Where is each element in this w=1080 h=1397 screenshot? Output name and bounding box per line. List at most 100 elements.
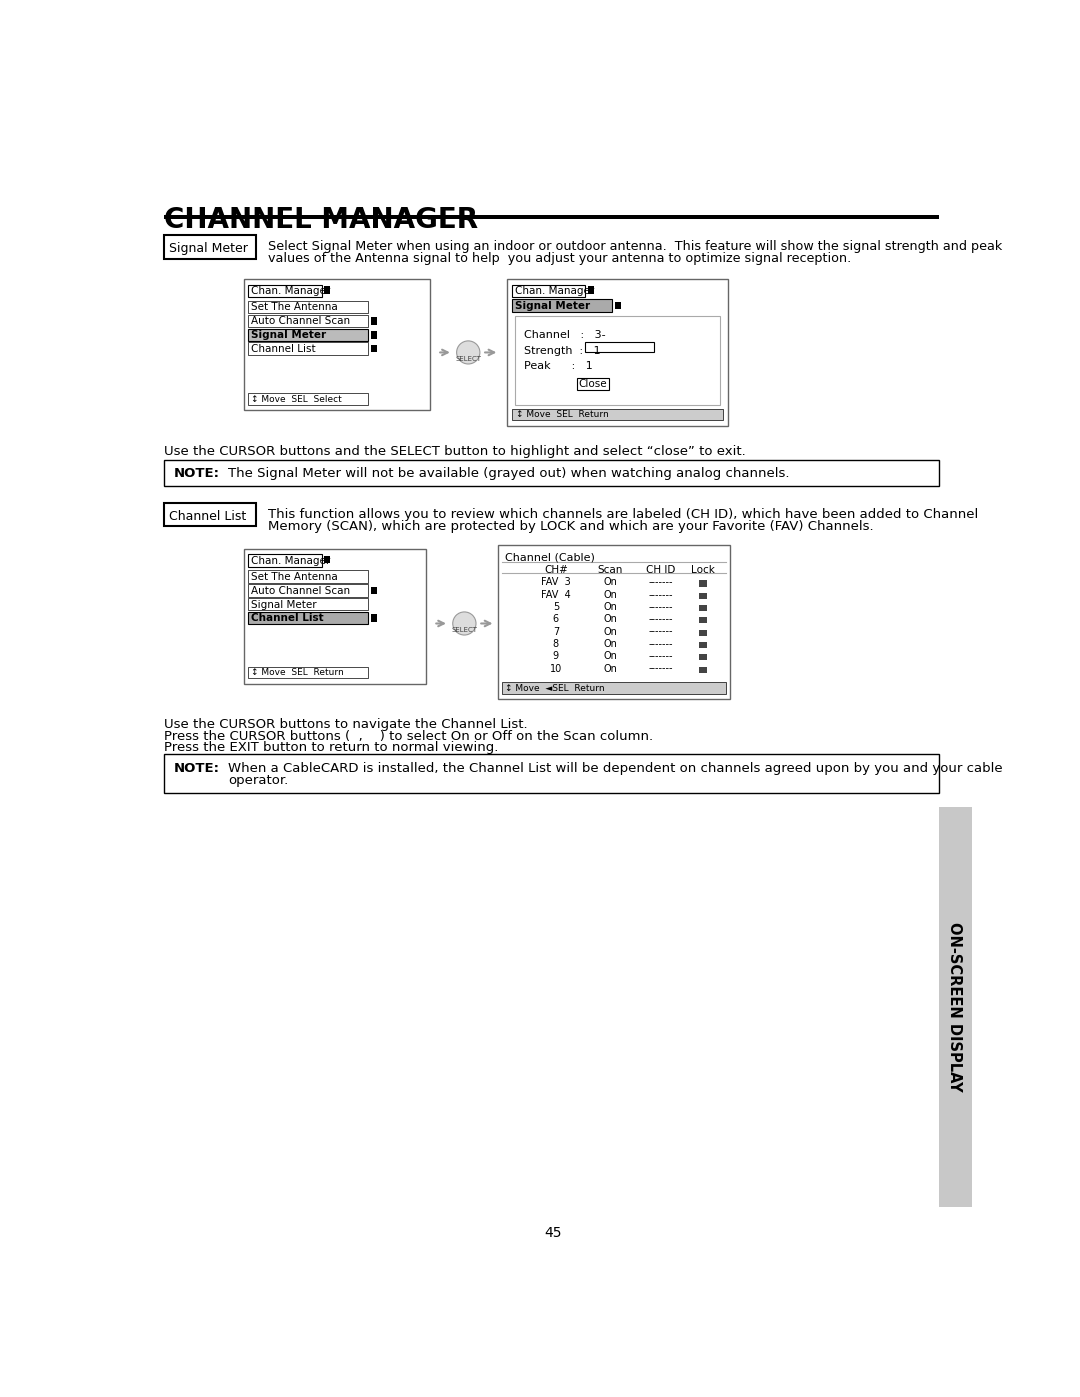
Bar <box>699 580 707 587</box>
Text: 8: 8 <box>553 638 558 648</box>
Bar <box>699 654 707 661</box>
Bar <box>699 643 707 648</box>
Text: CH#: CH# <box>544 564 568 576</box>
Bar <box>248 570 368 583</box>
Bar <box>248 285 322 298</box>
Text: Strength  :   1: Strength : 1 <box>524 345 600 355</box>
Bar <box>164 503 256 527</box>
Text: -------: ------- <box>648 651 673 661</box>
Text: The Signal Meter will not be available (grayed out) when watching analog channel: The Signal Meter will not be available (… <box>228 467 789 481</box>
Bar <box>507 279 728 426</box>
Text: -------: ------- <box>648 577 673 587</box>
Text: Signal Meter: Signal Meter <box>252 330 326 339</box>
Bar <box>370 587 377 594</box>
Text: 6: 6 <box>553 615 558 624</box>
Text: On: On <box>603 590 617 599</box>
Text: CH ID: CH ID <box>646 564 675 576</box>
Text: Close: Close <box>579 380 607 390</box>
Text: Channel   :   3-: Channel : 3- <box>524 330 606 339</box>
Text: NOTE:: NOTE: <box>174 467 219 481</box>
Text: CHANNEL MANAGER: CHANNEL MANAGER <box>164 207 478 235</box>
Text: FAV  4: FAV 4 <box>541 590 570 599</box>
Bar <box>164 460 940 486</box>
Bar <box>588 286 594 293</box>
Text: Channel List: Channel List <box>252 613 324 623</box>
Bar <box>577 377 609 390</box>
Text: values of the Antenna signal to help  you adjust your antenna to optimize signal: values of the Antenna signal to help you… <box>268 253 851 265</box>
Text: Peak      :   1: Peak : 1 <box>524 360 593 372</box>
Text: Channel (Cable): Channel (Cable) <box>505 553 595 563</box>
Text: Auto Channel Scan: Auto Channel Scan <box>252 316 350 327</box>
Bar <box>248 328 368 341</box>
Text: -------: ------- <box>648 627 673 637</box>
Text: -------: ------- <box>648 615 673 624</box>
Bar <box>515 316 720 405</box>
Text: Set The Antenna: Set The Antenna <box>252 571 338 583</box>
Bar <box>248 584 368 597</box>
Text: SELECT: SELECT <box>451 627 477 633</box>
Bar <box>501 682 727 693</box>
Bar <box>584 342 654 352</box>
Text: Use the CURSOR buttons and the SELECT button to highlight and select “close” to : Use the CURSOR buttons and the SELECT bu… <box>164 444 746 458</box>
Text: On: On <box>603 627 617 637</box>
Bar <box>164 236 256 258</box>
Text: Memory (SCAN), which are protected by LOCK and which are your Favorite (FAV) Cha: Memory (SCAN), which are protected by LO… <box>268 520 874 534</box>
Bar <box>248 300 368 313</box>
Bar <box>370 615 377 622</box>
Text: Channel List: Channel List <box>170 510 246 524</box>
Text: SELECT: SELECT <box>456 356 482 362</box>
Text: Lock: Lock <box>691 564 715 576</box>
Text: 45: 45 <box>544 1227 563 1241</box>
Text: On: On <box>603 602 617 612</box>
Bar <box>370 331 377 338</box>
Bar <box>512 409 724 420</box>
Bar <box>699 592 707 599</box>
Bar <box>699 666 707 673</box>
Text: ON-SCREEN DISPLAY: ON-SCREEN DISPLAY <box>947 922 962 1091</box>
Circle shape <box>453 612 476 636</box>
Bar <box>164 215 940 219</box>
Text: -------: ------- <box>648 664 673 673</box>
Text: Signal Meter: Signal Meter <box>515 300 590 312</box>
Text: Use the CURSOR buttons to navigate the Channel List.: Use the CURSOR buttons to navigate the C… <box>164 718 528 731</box>
Bar <box>324 556 330 563</box>
Text: Scan: Scan <box>597 564 623 576</box>
Text: Chan. Manager: Chan. Manager <box>252 556 330 566</box>
Text: This function allows you to review which channels are labeled (CH ID), which hav: This function allows you to review which… <box>268 509 978 521</box>
Text: ↕ Move  SEL  Select: ↕ Move SEL Select <box>252 395 342 404</box>
Text: On: On <box>603 615 617 624</box>
Text: 9: 9 <box>553 651 558 661</box>
Text: NOTE:: NOTE: <box>174 763 219 775</box>
Text: On: On <box>603 638 617 648</box>
Text: Chan. Manager: Chan. Manager <box>252 286 330 296</box>
Bar <box>248 314 368 327</box>
Bar <box>370 317 377 324</box>
Bar <box>615 302 621 309</box>
Bar <box>248 598 368 610</box>
Text: ↕ Move  ◄SEL  Return: ↕ Move ◄SEL Return <box>505 683 605 693</box>
Text: Set The Antenna: Set The Antenna <box>252 302 338 313</box>
Bar <box>243 279 430 411</box>
Text: -------: ------- <box>648 602 673 612</box>
Bar <box>699 605 707 610</box>
Bar <box>248 666 368 678</box>
Bar <box>243 549 426 683</box>
Text: 7: 7 <box>553 627 559 637</box>
Circle shape <box>457 341 480 365</box>
Bar <box>248 555 322 567</box>
Text: Chan. Manager: Chan. Manager <box>515 286 594 296</box>
Text: ↕ Move  SEL  Return: ↕ Move SEL Return <box>252 668 345 678</box>
Bar <box>699 617 707 623</box>
Text: Channel List: Channel List <box>252 344 315 353</box>
Text: Press the CURSOR buttons (  ,    ) to select On or Off on the Scan column.: Press the CURSOR buttons ( , ) to select… <box>164 729 653 743</box>
Bar <box>248 612 368 624</box>
Text: On: On <box>603 651 617 661</box>
Text: When a CableCARD is installed, the Channel List will be dependent on channels ag: When a CableCARD is installed, the Chann… <box>228 763 1002 775</box>
Bar <box>370 345 377 352</box>
Text: Auto Channel Scan: Auto Channel Scan <box>252 585 350 595</box>
Bar <box>164 754 940 793</box>
Bar <box>939 806 972 1207</box>
Bar <box>248 342 368 355</box>
Text: FAV  3: FAV 3 <box>541 577 570 587</box>
Text: On: On <box>603 577 617 587</box>
